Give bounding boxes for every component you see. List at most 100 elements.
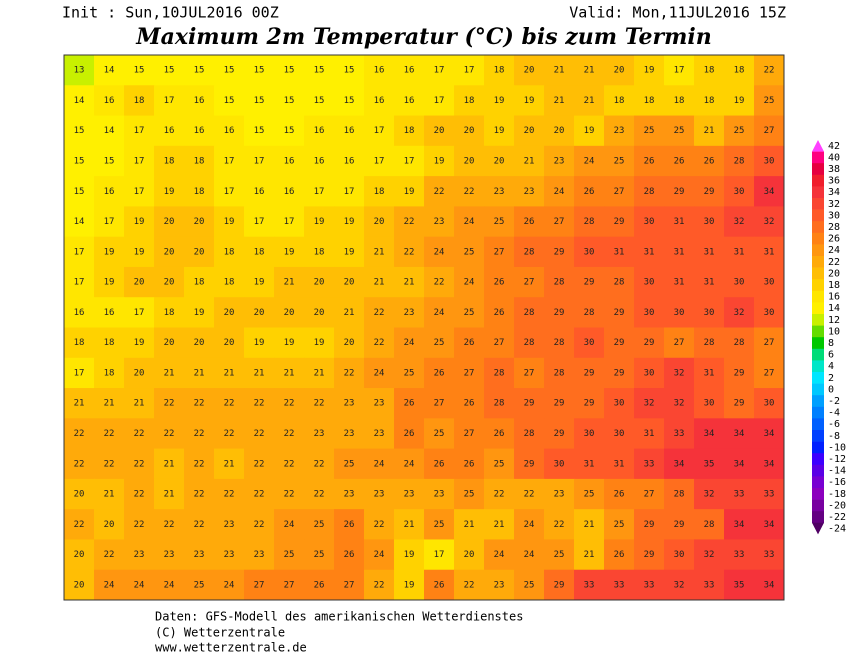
temperature-cell <box>214 539 245 571</box>
temperature-cell <box>694 509 725 540</box>
temperature-value: 24 <box>404 338 415 348</box>
temperature-value: 20 <box>224 308 235 318</box>
colorbar-label: 30 <box>828 210 840 221</box>
temperature-value: 21 <box>584 550 595 560</box>
temperature-value: 16 <box>104 308 115 318</box>
temperature-value: 15 <box>164 66 175 76</box>
temperature-cell <box>754 509 785 540</box>
temperature-cell <box>124 206 155 238</box>
temperature-cell <box>514 145 545 177</box>
temperature-cell <box>694 55 725 86</box>
temperature-value: 19 <box>584 126 595 136</box>
temperature-value: 28 <box>524 338 535 348</box>
temperature-value: 20 <box>224 338 235 348</box>
temperature-value: 30 <box>764 278 775 288</box>
temperature-cell <box>454 569 485 601</box>
temperature-cell <box>304 236 335 268</box>
temperature-cell <box>364 327 395 359</box>
colorbar-swatch <box>812 314 824 326</box>
temperature-value: 30 <box>764 399 775 409</box>
temperature-cell <box>484 55 515 86</box>
temperature-cell <box>94 448 125 480</box>
temperature-cell <box>484 327 515 359</box>
temperature-value: 22 <box>374 580 385 590</box>
temperature-value: 22 <box>194 399 205 409</box>
temperature-cell <box>664 236 695 268</box>
colorbar-swatch <box>812 186 824 199</box>
temperature-cell <box>64 145 95 177</box>
temperature-value: 26 <box>494 429 505 439</box>
temperature-value: 19 <box>404 187 415 197</box>
temperature-cell <box>394 236 425 268</box>
temperature-value: 18 <box>224 247 235 257</box>
temperature-value: 13 <box>74 66 85 76</box>
colorbar-swatch <box>812 337 824 350</box>
temperature-cell <box>634 388 665 419</box>
temperature-value: 31 <box>644 429 655 439</box>
temperature-value: 16 <box>314 156 325 166</box>
temperature-cell <box>64 297 95 328</box>
temperature-cell <box>244 388 275 419</box>
temperature-value: 21 <box>104 490 115 500</box>
temperature-cell <box>424 206 455 238</box>
temperature-cell <box>574 55 605 86</box>
temperature-cell <box>604 569 635 601</box>
temperature-cell <box>94 539 125 571</box>
temperature-cell <box>364 266 395 298</box>
temperature-value: 20 <box>464 126 475 136</box>
temperature-cell <box>334 478 365 510</box>
temperature-cell <box>184 448 215 480</box>
temperature-value: 27 <box>344 580 355 590</box>
temperature-cell <box>304 266 335 298</box>
temperature-cell <box>394 569 425 601</box>
temperature-cell <box>424 357 455 389</box>
temperature-cell <box>64 206 95 238</box>
temperature-cell <box>214 236 245 268</box>
temperature-value: 18 <box>464 96 475 106</box>
temperature-value: 17 <box>674 66 685 76</box>
temperature-value: 25 <box>464 490 475 500</box>
temperature-value: 18 <box>224 278 235 288</box>
temperature-cell <box>634 145 665 177</box>
temperature-value: 22 <box>464 580 475 590</box>
temperature-cell <box>574 176 605 207</box>
temperature-value: 25 <box>764 96 775 106</box>
temperature-value: 33 <box>644 459 655 469</box>
colorbar-label: 16 <box>828 292 840 303</box>
temperature-cell <box>484 115 515 147</box>
temperature-cell <box>334 266 365 298</box>
temperature-value: 22 <box>74 429 85 439</box>
temperature-cell <box>664 206 695 238</box>
temperature-cell <box>274 266 305 298</box>
temperature-cell <box>64 509 95 540</box>
temperature-cell <box>424 569 455 601</box>
temperature-cell <box>304 539 335 571</box>
colorbar: 424038363432302826242220181614121086420-… <box>812 140 846 535</box>
temperature-cell <box>424 539 455 571</box>
temperature-cell <box>664 85 695 117</box>
temperature-value: 17 <box>464 66 475 76</box>
temperature-cell <box>604 55 635 86</box>
temperature-cell <box>604 478 635 510</box>
temperature-value: 32 <box>644 399 655 409</box>
temperature-cell <box>274 206 305 238</box>
temperature-value: 33 <box>584 580 595 590</box>
temperature-value: 22 <box>284 429 295 439</box>
temperature-value: 19 <box>284 247 295 257</box>
temperature-cell <box>484 236 515 268</box>
temperature-value: 19 <box>164 187 175 197</box>
temperature-cell <box>694 176 725 207</box>
temperature-value: 20 <box>494 156 505 166</box>
temperature-value: 21 <box>164 490 175 500</box>
temperature-value: 33 <box>764 550 775 560</box>
colorbar-swatch <box>812 453 824 466</box>
temperature-cell <box>304 448 335 480</box>
temperature-value: 18 <box>194 187 205 197</box>
temperature-value: 29 <box>584 368 595 378</box>
temperature-cell <box>94 388 125 419</box>
colorbar-swatch <box>812 163 824 176</box>
temperature-value: 19 <box>134 247 145 257</box>
colorbar-swatch <box>812 221 824 234</box>
temperature-value: 18 <box>164 308 175 318</box>
temperature-value: 28 <box>554 278 565 288</box>
